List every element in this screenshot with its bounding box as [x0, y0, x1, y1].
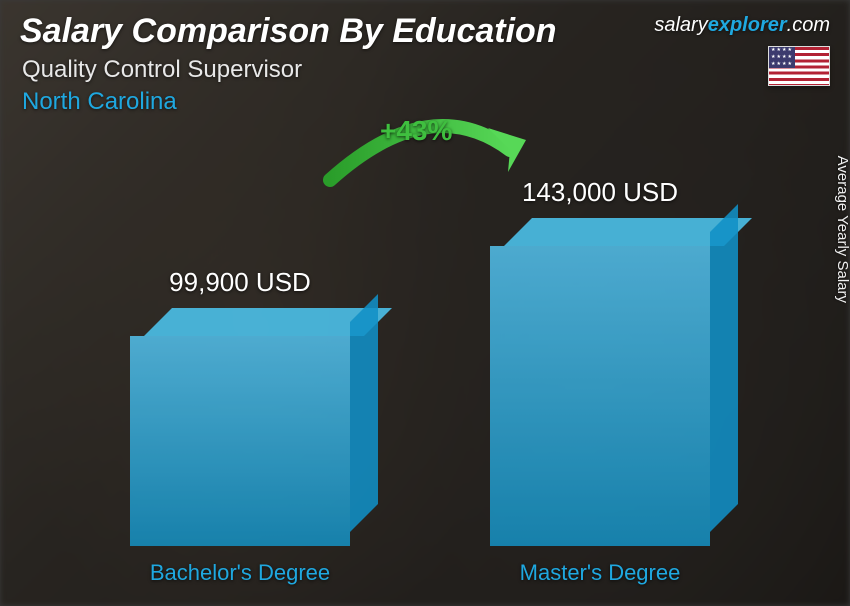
- bar-value-label: 99,900 USD: [110, 267, 370, 298]
- chart-subtitle: Quality Control Supervisor: [22, 56, 302, 84]
- bar-category-label: Bachelor's Degree: [110, 560, 370, 586]
- brand-accent: explorer: [708, 14, 787, 36]
- y-axis-label: Average Yearly Salary: [834, 156, 850, 303]
- infographic-container: Salary Comparison By Education Quality C…: [0, 0, 850, 606]
- bar-side-face: [350, 294, 378, 532]
- brand-suffix: .com: [787, 14, 830, 36]
- chart-title: Salary Comparison By Education: [20, 12, 557, 51]
- brand-logo: salaryexplorer.com: [654, 14, 830, 37]
- bar-side-face: [710, 204, 738, 532]
- flag-icon: [768, 46, 830, 86]
- bar-chart: 99,900 USD Bachelor's Degree 143,000 USD…: [60, 126, 790, 546]
- brand-prefix: salary: [654, 14, 707, 36]
- bar-gloss: [130, 336, 350, 546]
- bar-front-face: [130, 336, 350, 546]
- bar-value-label: 143,000 USD: [470, 177, 730, 208]
- chart-location: North Carolina: [22, 88, 177, 116]
- bar-category-label: Master's Degree: [470, 560, 730, 586]
- bar-front-face: [490, 246, 710, 546]
- bar-shape: [490, 246, 710, 546]
- bar-shape: [130, 336, 350, 546]
- bar-gloss: [490, 246, 710, 546]
